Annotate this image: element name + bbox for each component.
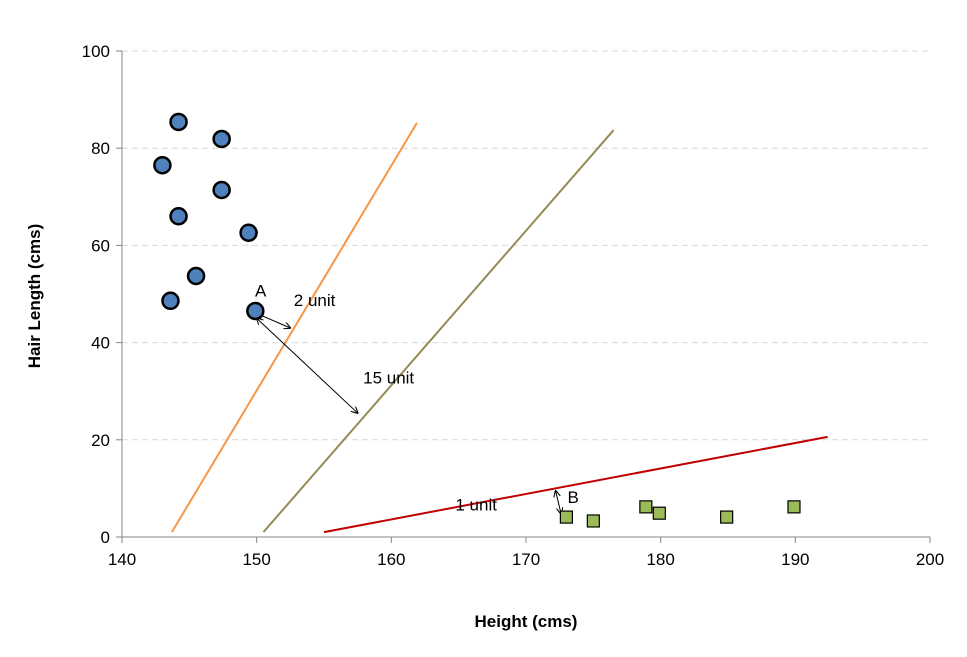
circle-point (186, 266, 206, 286)
y-tick-label: 80 (91, 139, 110, 158)
x-tick-label: 200 (916, 550, 944, 569)
x-tick-label: 140 (108, 550, 136, 569)
circle-point (212, 180, 231, 200)
data-points (153, 112, 801, 528)
x-tick-label: 180 (646, 550, 674, 569)
y-tick-label: 0 (101, 528, 110, 547)
olive-line (262, 129, 615, 533)
circle-point (169, 112, 188, 132)
x-tick-label: 160 (377, 550, 405, 569)
gridlines (122, 50, 930, 441)
annotation-label: 2 unit (294, 291, 336, 310)
annotations: A 2 unit 15 unit 1 unit B (255, 281, 579, 514)
circle-point (239, 223, 258, 243)
arrow-1-unit (556, 491, 561, 514)
square-point (639, 500, 653, 514)
annotation-label: B (567, 488, 578, 507)
square-point (559, 510, 574, 524)
x-tick-label: 190 (781, 550, 809, 569)
x-axis-title: Height (cms) (475, 612, 578, 631)
y-tick-label: 40 (91, 334, 110, 353)
annotation-label: 1 unit (455, 495, 497, 514)
circle-point (161, 291, 180, 311)
square-point (787, 500, 801, 514)
annotation-label: 15 unit (363, 368, 414, 387)
circle-point (246, 301, 265, 321)
circle-point (169, 206, 188, 226)
separator-lines (170, 122, 828, 534)
square-point (720, 510, 734, 524)
y-tick-label: 100 (82, 42, 110, 61)
y-axis-title: Hair Length (cms) (25, 224, 44, 369)
annotation-label: A (255, 281, 267, 300)
x-tick-label: 170 (512, 550, 540, 569)
circle-point (153, 155, 172, 175)
arrow-15-unit (257, 318, 358, 413)
red-line (323, 435, 828, 534)
orange-line (170, 122, 418, 533)
y-tick-label: 60 (91, 236, 110, 255)
square-point (586, 514, 600, 528)
distance-arrows (257, 313, 561, 513)
square-point (652, 506, 666, 520)
y-tick-label: 20 (91, 431, 110, 450)
x-tick-label: 150 (242, 550, 270, 569)
axes: 0 20 40 60 80 100 140 150 160 170 180 190 200 (82, 42, 945, 569)
circle-point (212, 129, 231, 149)
